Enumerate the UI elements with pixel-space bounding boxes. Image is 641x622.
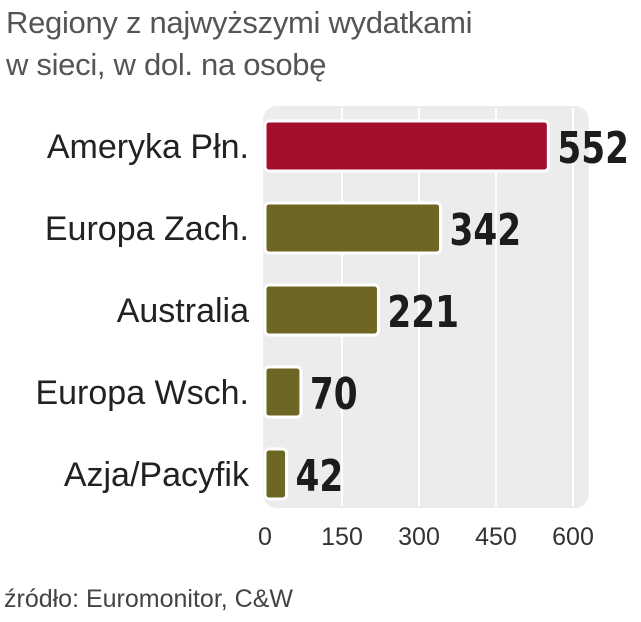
source-note: źródło: Euromonitor, C&W [4,585,293,613]
x-tick-label: 150 [321,523,363,551]
value-label: 42 [296,451,344,502]
x-tick-label: 300 [398,523,440,551]
category-label: Europa Wsch. [35,374,249,412]
category-label: Australia [117,292,249,330]
value-label: 342 [450,205,522,256]
gridlines [341,108,574,506]
value-labels: 552 342 221 70 42 [296,123,629,502]
bar [263,201,443,255]
bar [263,447,289,501]
bars [263,119,550,501]
chart-title-line-1: Regiony z najwyższymi wydatkami [6,5,473,40]
x-tick-label: 450 [475,523,517,551]
bar [263,283,380,337]
bar-chart: Ameryka Płn. Europa Zach. Australia Europa … [35,106,629,551]
bar [263,365,303,419]
category-label: Ameryka Płn. [47,128,249,166]
value-label: 552 [557,123,629,174]
category-label: Europa Zach. [45,210,249,248]
bar [263,119,550,173]
x-tick-label: 600 [552,523,594,551]
value-label: 70 [310,369,358,420]
category-label: Azja/Pacyfik [64,456,250,494]
x-axis-tick-labels: 0 150 300 450 600 [258,523,594,551]
x-tick-label: 0 [258,523,272,551]
value-label: 221 [387,287,459,338]
chart-title: Regiony z najwyższymi wydatkami w sieci,… [6,2,626,86]
chart-title-line-2: w sieci, w dol. na osobę [6,47,327,82]
category-labels: Ameryka Płn. Europa Zach. Australia Europa … [35,128,250,494]
